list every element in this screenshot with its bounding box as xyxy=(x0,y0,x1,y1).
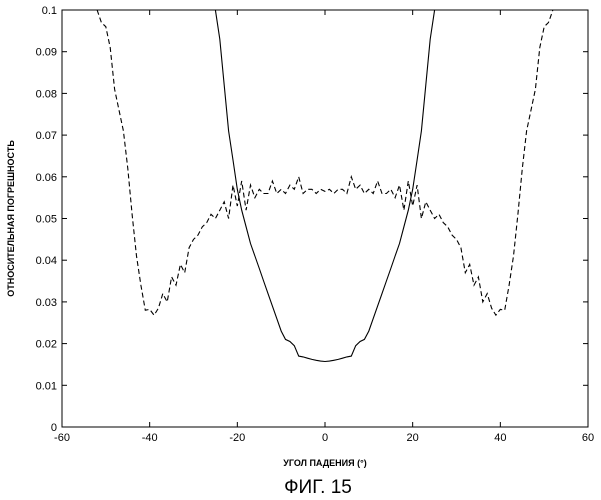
y-tick-label: 0.07 xyxy=(36,130,57,142)
y-tick-label: 0.04 xyxy=(36,255,57,267)
x-tick-label: 0 xyxy=(322,432,328,444)
x-tick-label: 20 xyxy=(407,432,419,444)
y-tick-label: 0.03 xyxy=(36,297,57,309)
figure-caption: ФИГ. 15 xyxy=(284,477,352,498)
y-tick-label: 0.01 xyxy=(36,380,57,392)
y-tick-label: 0.08 xyxy=(36,88,57,100)
y-tick-label: 0.06 xyxy=(36,172,57,184)
y-tick-label: 0 xyxy=(51,422,57,434)
x-tick-label: -40 xyxy=(142,432,158,444)
x-axis-label: УГОЛ ПАДЕНИЯ (°) xyxy=(283,458,366,468)
x-tick-label: 40 xyxy=(494,432,506,444)
y-tick-label: 0.1 xyxy=(42,5,57,17)
y-tick-label: 0.05 xyxy=(36,214,57,226)
series-line-dashed xyxy=(97,10,553,315)
series-line-solid xyxy=(215,10,434,362)
plot-frame xyxy=(62,10,588,427)
x-tick-label: 60 xyxy=(582,432,594,444)
y-axis-label: ОТНОСИТЕЛЬНАЯ ПОГРЕШНОСТЬ xyxy=(6,140,16,297)
y-tick-label: 0.09 xyxy=(36,47,57,59)
plot-area xyxy=(62,10,588,427)
y-tick-label: 0.02 xyxy=(36,339,57,351)
series-layer xyxy=(97,10,553,362)
x-tick-label: -20 xyxy=(229,432,245,444)
ticks-layer: -60-40-20020406000.010.020.030.040.050.0… xyxy=(36,5,595,444)
